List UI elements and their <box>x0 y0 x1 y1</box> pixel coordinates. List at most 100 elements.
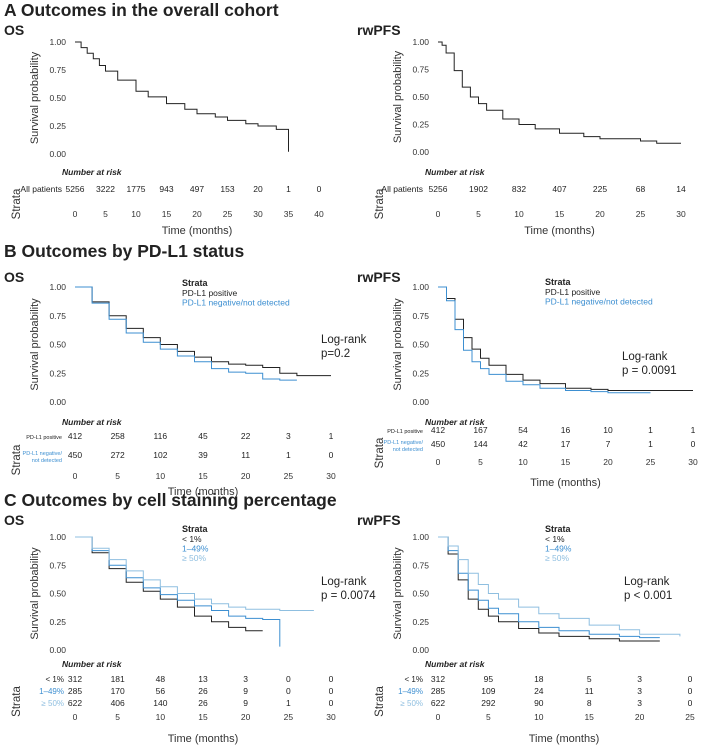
c-os-risk-value: 9 <box>243 698 248 708</box>
b-rwpfs-ytick-label: 0.25 <box>412 368 429 378</box>
b-rwpfs-ytick-label: 0.75 <box>412 311 429 321</box>
b-os-ytick-label: 0.25 <box>49 368 66 378</box>
a-rwpfs-xtick-label: 15 <box>555 209 565 219</box>
a-os-xtick-label: 5 <box>103 209 108 219</box>
a-rwpfs-xtick-label: 25 <box>636 209 646 219</box>
c-os-risk-value: 622 <box>68 698 82 708</box>
b-os-risk-row-label: PD-L1 negative/ <box>23 451 63 457</box>
a-rwpfs-series-0-line <box>438 41 681 144</box>
c-rwpfs-xtick-label: 20 <box>635 712 645 722</box>
b-rwpfs-risk-value: 7 <box>606 439 611 449</box>
c-os-legend-item: < 1% <box>182 534 202 544</box>
b-os-risk-title: Number at risk <box>62 417 123 427</box>
c-os-ytick-label: 1.00 <box>49 532 66 542</box>
c-os-xtick-label: 0 <box>73 712 78 722</box>
c-rwpfs-strata-label: Strata <box>374 686 386 717</box>
c-rwpfs-risk-row-label: ≥ 50% <box>400 699 423 708</box>
b-os-ytick-label: 1.00 <box>49 282 66 292</box>
c-os-risk-value: 3 <box>243 674 248 684</box>
b-os-series-0-line <box>75 286 331 377</box>
b-rwpfs-risk-value: 167 <box>473 425 487 435</box>
a-rwpfs-xtick-label: 0 <box>436 209 441 219</box>
b-rwpfs-risk-value: 1 <box>648 439 653 449</box>
c-rwpfs-xtick-label: 10 <box>534 712 544 722</box>
c-os-risk-value: 0 <box>286 674 291 684</box>
a-rwpfs-risk-value: 5256 <box>429 184 448 194</box>
a-os-xtick-label: 35 <box>284 209 294 219</box>
a-os-xtick-label: 20 <box>192 209 202 219</box>
c-rwpfs-risk-value: 24 <box>534 686 544 696</box>
b-rwpfs-risk-value: 1 <box>691 425 696 435</box>
a-os-ytick-label: 0.75 <box>49 65 66 75</box>
c-rwpfs-series-2-line <box>438 536 681 637</box>
a-os-strata-label: Strata <box>11 188 23 219</box>
a-rwpfs-xlabel: Time (months) <box>524 225 595 237</box>
b-rwpfs-xtick-label: 25 <box>646 457 656 467</box>
a-os-risk-title: Number at risk <box>62 167 123 177</box>
c-os-risk-value: 1 <box>286 698 291 708</box>
c-os-strata-label: Strata <box>11 686 23 717</box>
a-os-ytick-label: 0.25 <box>49 121 66 131</box>
b-os-xtick-label: 5 <box>115 471 120 481</box>
c-rwpfs-risk-row-label: 1–49% <box>398 687 423 696</box>
a-os-risk-value: 1 <box>286 184 291 194</box>
b-rwpfs-risk-value: 1 <box>648 425 653 435</box>
c-os-xtick-label: 25 <box>284 712 294 722</box>
b-os-risk-value: 1 <box>329 431 334 441</box>
c-rwpfs-risk-value: 3 <box>637 686 642 696</box>
b-os-annotation: Log-rank <box>321 334 367 346</box>
b-rwpfs-risk-value: 42 <box>518 439 528 449</box>
a-os-xtick-label: 10 <box>131 209 141 219</box>
b-rwpfs-ytick-label: 0.50 <box>412 340 429 350</box>
b-os-xtick-label: 30 <box>326 471 336 481</box>
a-os-risk-value: 5256 <box>66 184 85 194</box>
c-os-risk-value: 0 <box>329 686 334 696</box>
b-os-xtick-label: 20 <box>241 471 251 481</box>
c-rwpfs-risk-value: 285 <box>431 686 445 696</box>
b-os-xlabel: Time (months) <box>168 486 239 498</box>
a-os-xlabel: Time (months) <box>162 225 233 237</box>
b-os-xtick-label: 0 <box>73 471 78 481</box>
c-rwpfs-xtick-label: 15 <box>584 712 594 722</box>
c-rwpfs-annotation: Log-rank <box>624 576 670 588</box>
c-os-risk-value: 285 <box>68 686 82 696</box>
c-os-annotation: p = 0.0074 <box>321 590 376 602</box>
a-os-risk-value: 20 <box>253 184 263 194</box>
a-os-risk-value: 1775 <box>127 184 146 194</box>
a-rwpfs-ytick-label: 1.00 <box>412 37 429 47</box>
c-rwpfs-title: rwPFS <box>357 512 401 528</box>
b-rwpfs-legend-item: PD-L1 negative/not detected <box>545 297 653 307</box>
a-os-xtick-label: 40 <box>314 209 324 219</box>
a-rwpfs-ytick-label: 0.75 <box>412 65 429 75</box>
c-os-xtick-label: 30 <box>326 712 336 722</box>
b-os-ytick-label: 0.00 <box>49 397 66 407</box>
c-rwpfs-annotation: p < 0.001 <box>624 590 672 602</box>
b-rwpfs-risk-value: 10 <box>603 425 613 435</box>
c-rwpfs-risk-value: 18 <box>534 674 544 684</box>
a-os-ylabel: Survival probability <box>29 51 41 144</box>
b-os-legend-item: PD-L1 positive <box>182 288 238 298</box>
b-os-xtick-label: 15 <box>198 471 208 481</box>
c-rwpfs-risk-value: 292 <box>481 698 495 708</box>
c-os-ytick-label: 0.75 <box>49 560 66 570</box>
b-os-risk-value: 39 <box>198 450 208 460</box>
a-rwpfs-ytick-label: 0.25 <box>412 120 429 130</box>
a-rwpfs-title: rwPFS <box>357 22 401 38</box>
b-rwpfs-risk-row-label: PD-L1 negative/ <box>384 440 424 446</box>
b-rwpfs-xtick-label: 5 <box>478 457 483 467</box>
c-rwpfs-legend-title: Strata <box>545 524 572 534</box>
c-rwpfs-ytick-label: 0.00 <box>412 645 429 655</box>
c-os-xtick-label: 10 <box>156 712 166 722</box>
b-rwpfs-risk-value: 0 <box>691 439 696 449</box>
a-rwpfs-ytick-label: 0.50 <box>412 92 429 102</box>
b-os-ylabel: Survival probability <box>29 298 41 391</box>
c-rwpfs-risk-value: 95 <box>484 674 494 684</box>
b-rwpfs-xtick-label: 10 <box>518 457 528 467</box>
b-os-risk-value: 1 <box>286 450 291 460</box>
c-rwpfs-ytick-label: 0.75 <box>412 560 429 570</box>
c-rwpfs-risk-value: 90 <box>534 698 544 708</box>
b-rwpfs-xtick-label: 0 <box>436 457 441 467</box>
c-rwpfs-xtick-label: 0 <box>436 712 441 722</box>
c-os-risk-row-label: ≥ 50% <box>41 699 64 708</box>
